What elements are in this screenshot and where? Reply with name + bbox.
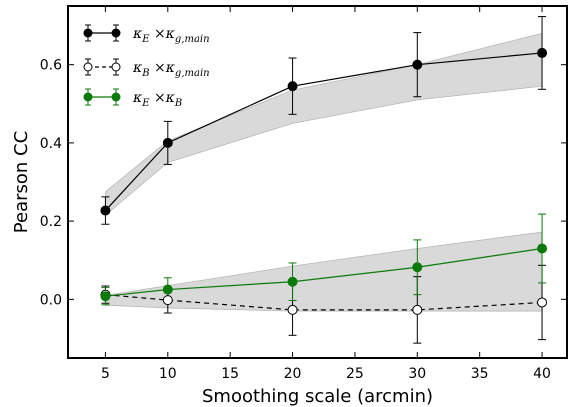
legend-marker-3-2	[111, 92, 121, 102]
data-point-s1-p4	[412, 59, 423, 70]
x-tick-label-25: 25	[346, 366, 364, 382]
data-point-s3-p3	[287, 276, 298, 287]
data-markers	[100, 47, 548, 315]
legend-marker-2-1	[83, 62, 93, 72]
legend-label-part-2-4: g,main	[175, 68, 210, 79]
legend-label-part-2-1: κ	[132, 60, 142, 76]
data-point-s3-p4	[412, 262, 423, 273]
x-tick-label-20: 20	[284, 366, 302, 382]
legend-label-part-3-1: κ	[132, 90, 142, 106]
data-point-s3-p2	[162, 284, 173, 295]
data-point-s2-p5	[537, 297, 548, 308]
y-tick-label-0: 0.0	[40, 292, 62, 308]
y-axis-ticks: 0.0 0.2 0.4 0.6	[40, 58, 567, 308]
x-tick-label-15: 15	[221, 366, 239, 382]
x-tick-label-10: 10	[159, 366, 177, 382]
plot-frame	[67, 5, 568, 359]
legend-label-2: κB ×κg,main	[132, 60, 210, 79]
data-point-s3-p1	[100, 291, 111, 302]
data-point-s2-p3	[287, 304, 298, 315]
data-point-s1-p5	[537, 47, 548, 58]
legend-label-part-3-3: ×κ	[150, 90, 175, 106]
legend-label-part-2-2: B	[141, 68, 149, 79]
x-tick-label-35: 35	[471, 366, 489, 382]
legend-label-part-1-1: κ	[132, 26, 142, 42]
legend-marker-1-2	[111, 28, 121, 38]
data-point-s2-p2	[162, 295, 173, 306]
series-line-2	[105, 294, 543, 311]
y-axis-label: Pearson CC	[11, 131, 32, 233]
data-point-s3-p5	[537, 243, 548, 254]
x-tick-label-5: 5	[101, 366, 110, 382]
x-axis-ticks: 5 10 15 20 25 30 35 40	[101, 6, 551, 382]
legend-label-1: κE ×κg,main	[132, 26, 210, 45]
legend-label-part-1-3: ×κ	[150, 26, 175, 42]
data-point-s2-p4	[412, 304, 423, 315]
data-point-s1-p2	[162, 137, 173, 148]
legend-label-part-3-4: B	[174, 98, 182, 109]
legend-marker-2-2	[111, 62, 121, 72]
y-tick-label-1: 0.2	[40, 214, 62, 230]
legend-label-part-1-2: E	[141, 34, 150, 45]
legend-marker-3-1	[83, 92, 93, 102]
x-axis-label: Smoothing scale (arcmin)	[202, 386, 433, 407]
y-tick-label-3: 0.6	[40, 58, 62, 74]
legend-label-part-2-3: ×κ	[150, 60, 175, 76]
legend-label-part-1-4: g,main	[175, 34, 210, 45]
legend-marker-1-1	[83, 28, 93, 38]
legend-label-part-3-2: E	[141, 98, 150, 109]
data-point-s1-p1	[100, 205, 111, 216]
y-tick-label-2: 0.4	[40, 136, 62, 152]
x-tick-label-30: 30	[408, 366, 426, 382]
legend-label-3: κE ×κB	[132, 90, 182, 109]
x-tick-label-40: 40	[533, 366, 551, 382]
data-point-s1-p3	[287, 81, 298, 92]
